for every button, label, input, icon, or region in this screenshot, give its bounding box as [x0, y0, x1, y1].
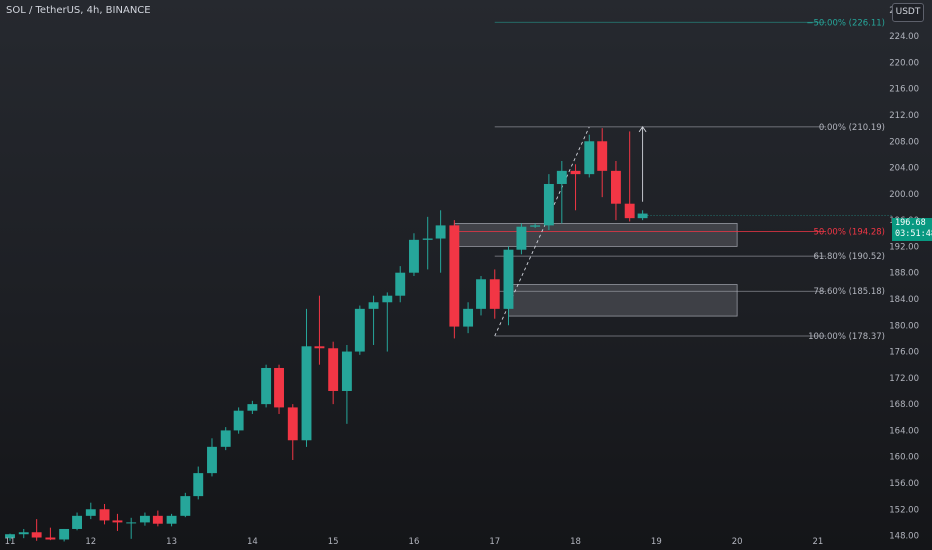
candle-body — [368, 302, 379, 309]
candle-body — [59, 528, 70, 540]
fib-level-label: 100.00% (178.37) — [808, 332, 885, 342]
candle-body — [233, 410, 244, 431]
x-tick-label: 13 — [166, 537, 177, 547]
y-tick-label: 180.00 — [889, 321, 919, 331]
candle-body — [435, 225, 446, 239]
candle-body — [45, 537, 56, 540]
candle-body — [301, 346, 312, 441]
last-price-value: 196.68 — [895, 218, 926, 228]
candle-body — [328, 348, 339, 391]
candle-countdown: 03:51:48 — [895, 229, 932, 239]
x-tick-label: 18 — [570, 537, 581, 547]
y-tick-label: 160.00 — [889, 453, 919, 463]
x-tick-label: 21 — [813, 537, 824, 547]
currency-button[interactable]: USDT — [892, 3, 924, 22]
y-tick-label: 152.00 — [889, 505, 919, 515]
candle-body — [422, 238, 433, 240]
x-tick-label: 16 — [409, 537, 420, 547]
y-tick-label: 184.00 — [889, 295, 919, 305]
y-tick-label: 216.00 — [889, 85, 919, 95]
x-tick-label: 17 — [489, 537, 500, 547]
fib-level-label: 78.60% (185.18) — [814, 287, 886, 297]
candle-body — [72, 515, 83, 529]
candle-body — [112, 520, 123, 523]
fib-level-label: −50.00% (226.11) — [806, 18, 885, 28]
candle-body — [463, 308, 474, 327]
fib-level-label: 50.00% (194.28) — [814, 227, 886, 237]
candle-body — [287, 407, 298, 441]
candle-body — [220, 430, 231, 447]
y-tick-label: 220.00 — [889, 58, 919, 68]
candle-body — [5, 534, 15, 539]
candle-body — [610, 170, 621, 204]
candle-body — [543, 183, 554, 226]
x-tick-label: 20 — [732, 537, 743, 547]
candle-body — [261, 367, 272, 405]
y-tick-label: 164.00 — [889, 426, 919, 436]
y-tick-label: 204.00 — [889, 164, 919, 174]
candle-body — [152, 515, 163, 524]
candle-body — [624, 203, 635, 219]
candle-body — [85, 509, 96, 516]
candle-body — [354, 308, 365, 352]
candle-body — [247, 404, 258, 411]
candle-body — [382, 295, 393, 303]
x-tick-label: 12 — [85, 537, 96, 547]
x-tick-label: 14 — [247, 537, 258, 547]
candle-body — [274, 367, 284, 408]
y-tick-label: 156.00 — [889, 479, 919, 489]
candle-body — [166, 515, 177, 524]
y-tick-label: 200.00 — [889, 190, 919, 200]
candle-body — [637, 213, 648, 219]
projection-arrow-head — [638, 126, 647, 133]
candle-body — [489, 279, 500, 309]
candle-body — [530, 225, 541, 227]
fib-level-label: 61.80% (190.52) — [814, 252, 886, 262]
candle-body — [126, 522, 137, 524]
candles — [5, 128, 648, 542]
candle-body — [180, 496, 191, 516]
candle-body — [99, 509, 110, 521]
y-tick-label: 224.00 — [889, 32, 919, 42]
candle-body — [584, 141, 595, 175]
x-tick-label: 15 — [328, 537, 339, 547]
candle-body — [395, 272, 406, 296]
y-tick-label: 168.00 — [889, 400, 919, 410]
zone-rect — [453, 223, 738, 247]
candle-body — [597, 141, 608, 171]
candle-body — [516, 226, 527, 250]
x-tick-label: 19 — [651, 537, 662, 547]
y-axis: 148.00 152.00 156.00 160.00 164.00 168.00 172.… — [889, 6, 919, 542]
candle-body — [341, 351, 352, 391]
candle-body — [449, 225, 460, 327]
zone-rect — [508, 284, 738, 317]
y-tick-label: 172.00 — [889, 374, 919, 384]
candle-body — [503, 249, 514, 309]
y-tick-label: 148.00 — [889, 532, 919, 542]
candle-body — [139, 515, 150, 523]
y-tick-label: 188.00 — [889, 269, 919, 279]
candle-body — [409, 239, 419, 273]
candle-body — [314, 346, 325, 349]
symbol-title: SOL / TetherUS, 4h, BINANCE — [6, 5, 151, 16]
fib-retracement: −50.00% (226.11) 0.00% (210.19) 50.00% (19… — [454, 18, 892, 342]
x-axis: 11 12 13 14 15 16 17 18 19 20 21 — [5, 537, 824, 547]
candle-body — [18, 532, 29, 535]
y-tick-label: 192.00 — [889, 242, 919, 252]
candle-body — [570, 170, 581, 175]
y-tick-label: 176.00 — [889, 348, 919, 358]
candle-body — [31, 532, 42, 538]
y-tick-label: 212.00 — [889, 111, 919, 121]
x-tick-label: 11 — [5, 537, 16, 547]
fib-level-label: 0.00% (210.19) — [819, 123, 885, 133]
candle-body — [556, 170, 567, 184]
candle-body — [193, 473, 204, 497]
last-price-tag: 196.68 03:51:48 — [892, 218, 932, 241]
candle-body — [207, 446, 217, 474]
candle-body — [476, 279, 486, 309]
y-tick-label: 208.00 — [889, 137, 919, 147]
